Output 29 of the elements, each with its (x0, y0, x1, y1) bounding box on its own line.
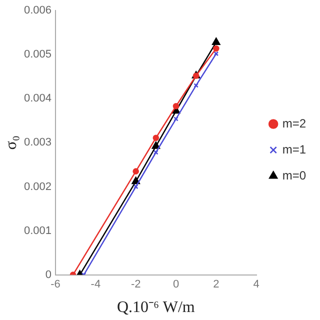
legend-label: m=2 (282, 116, 306, 130)
point (192, 72, 200, 79)
x-tick-label: -4 (90, 278, 101, 290)
y-tick-label: 0.001 (24, 224, 52, 237)
point (213, 45, 220, 52)
point (194, 83, 198, 88)
point (212, 38, 220, 45)
point (152, 142, 160, 149)
y-tick-label: 0.006 (24, 4, 52, 17)
x-tick-label: 4 (253, 278, 260, 290)
point (172, 103, 180, 110)
point (154, 150, 158, 155)
y-tick-label: 0.004 (24, 92, 52, 105)
point (132, 168, 139, 174)
y-axis-title: σ₀ (3, 136, 20, 150)
x-tick-label: 2 (213, 278, 220, 290)
point (174, 116, 178, 122)
x-tick-label: -2 (130, 278, 141, 290)
y-tick-label: 0.002 (24, 180, 52, 193)
point (133, 184, 138, 190)
point (152, 134, 160, 142)
legend-label: m=0 (282, 168, 306, 182)
y-tick-label: 0.005 (24, 48, 52, 61)
y-tick-label: 0 (45, 268, 52, 281)
x-axis-title: Q.10⁻⁶ W/m (117, 299, 196, 316)
y-tick-label: 0.003 (24, 136, 52, 149)
x-tick-label: -6 (50, 278, 60, 290)
legend-label: m=1 (282, 142, 306, 156)
x-tick-label: 0 (172, 278, 180, 290)
